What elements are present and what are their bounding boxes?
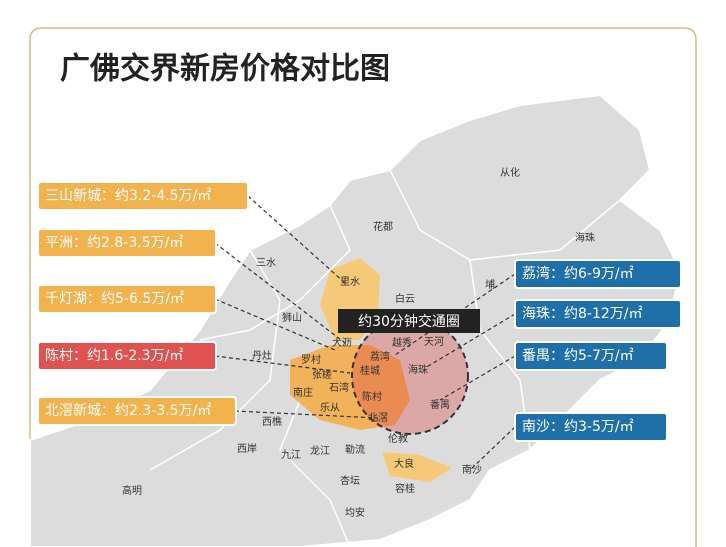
frame [29, 27, 697, 547]
callout-text: 北滘新城：约2.3-3.5万/㎡ [45, 403, 211, 419]
place-label: 石湾 [329, 381, 349, 394]
district-orange [382, 452, 452, 482]
place-label: 大沥 [332, 336, 352, 349]
place-label: 伦教 [388, 432, 408, 445]
place-label: 大良 [394, 457, 414, 470]
place-label: 张槎 [312, 368, 332, 381]
place-label: 九江 [281, 449, 301, 461]
place-label: 乐从 [320, 402, 340, 414]
title: 广佛交界新房价格对比图 [60, 52, 390, 87]
district-orange [290, 345, 410, 430]
callout-box [37, 396, 237, 426]
callout-text: 南沙：约3-5万/㎡ [522, 419, 634, 435]
place-label: 越秀 [392, 336, 412, 349]
callout-box [514, 299, 682, 329]
callout-box [37, 181, 249, 211]
place-label: 均安 [345, 506, 365, 519]
place-label: 勒流 [345, 443, 365, 456]
place-label: 番禺 [430, 399, 450, 411]
callout-text: 千灯湖：约5-6.5万/㎡ [45, 291, 184, 307]
place-label: 海珠 [575, 231, 595, 244]
place-label: 高明 [122, 484, 142, 497]
place-label: 西樵 [262, 415, 282, 428]
place-label: 北滘 [368, 412, 388, 424]
place-label: 容桂 [395, 482, 415, 495]
callout-box [514, 341, 668, 371]
callout-text: 平洲：约2.8-3.5万/㎡ [45, 235, 183, 251]
callout-text: 番禺：约5-7万/㎡ [522, 348, 634, 364]
place-label: 埔 [485, 278, 495, 291]
place-label: 桂城 [360, 364, 380, 377]
callout-box [37, 341, 217, 371]
callout-box [37, 228, 217, 258]
place-label: 南沙 [462, 463, 482, 476]
place-label: 海珠 [408, 363, 428, 376]
place-label: 陈村 [362, 390, 382, 403]
place-label: 南庄 [293, 386, 313, 399]
callout-box [37, 284, 217, 314]
circle-label-box [338, 309, 480, 333]
place-label: 天河 [424, 336, 444, 348]
place-label: 三水 [256, 257, 276, 269]
place-label: 花都 [373, 220, 393, 233]
place-label: 杏坛 [340, 474, 360, 487]
place-label: 狮山 [282, 311, 302, 324]
leader-lines [214, 195, 516, 471]
callout-text: 海珠：约8-12万/㎡ [522, 306, 643, 322]
place-label: 西岸 [237, 443, 257, 455]
callout-text: 陈村：约1.6-2.3万/㎡ [45, 347, 183, 364]
callout-box [514, 412, 668, 442]
place-label: 里水 [340, 276, 360, 288]
callout-text: 荔湾：约6-9万/㎡ [522, 265, 634, 282]
place-label: 罗村 [301, 353, 321, 366]
place-label: 丹灶 [252, 349, 272, 362]
place-label: 从化 [500, 166, 520, 179]
place-label: 荔湾 [370, 350, 390, 363]
place-label: 龙江 [310, 444, 330, 457]
place-label: 白云 [395, 292, 415, 305]
circle-label: 约30分钟交通圈 [358, 313, 460, 330]
callout-text: 三山新城：约3.2-4.5万/㎡ [45, 188, 211, 204]
callout-box [514, 259, 682, 289]
